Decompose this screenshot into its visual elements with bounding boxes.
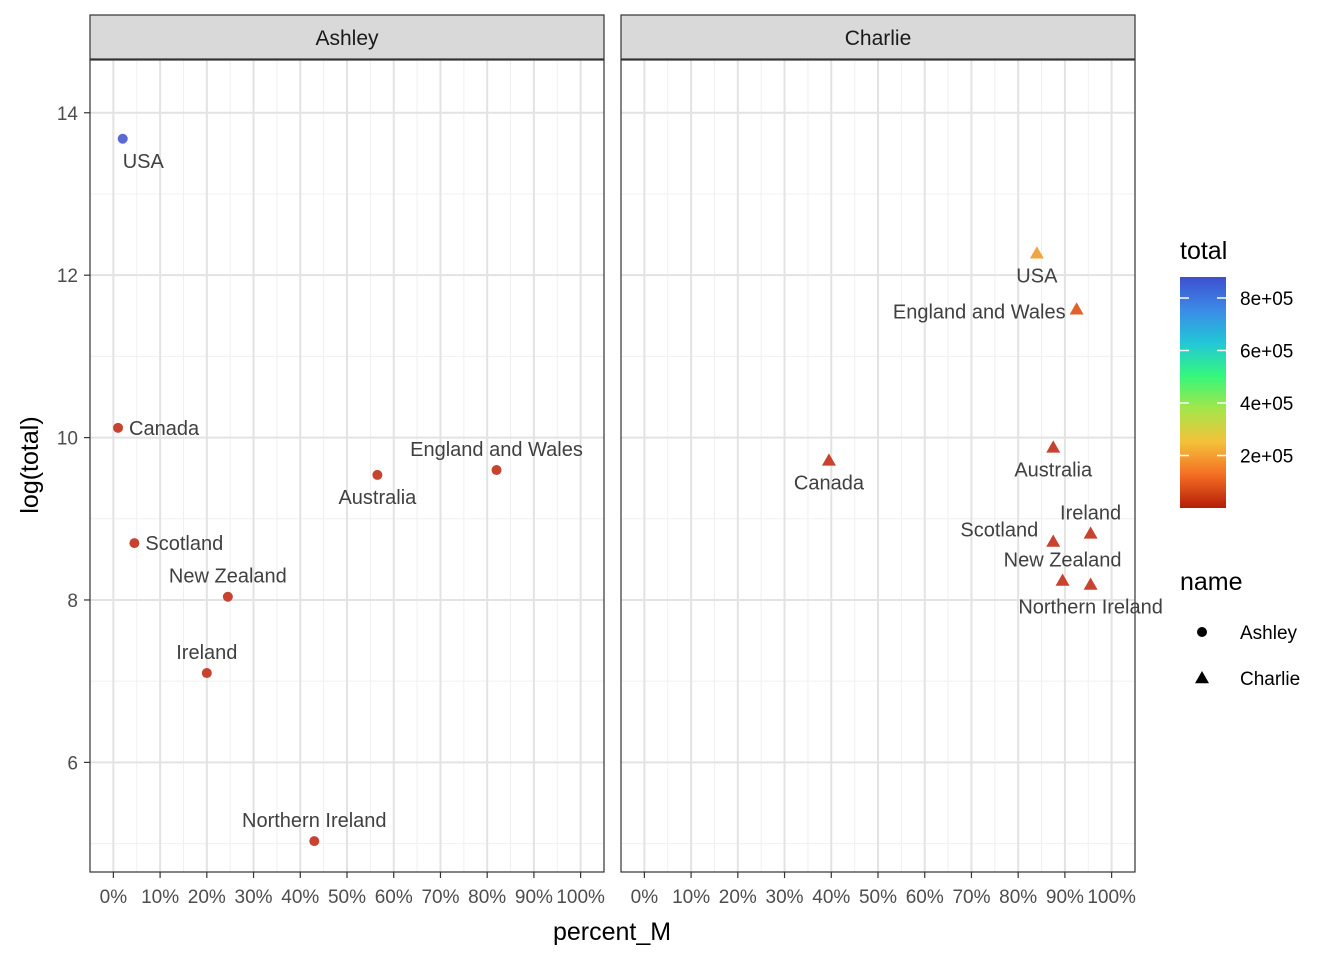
y-tick-label: 14 <box>57 104 79 125</box>
x-tick-label: 90% <box>1046 887 1084 908</box>
facet-strip-label: Charlie <box>845 27 912 50</box>
data-points: USA Canada England and Wales Australia Scotl… <box>113 133 583 847</box>
facet-panel-ashley: Ashley 0% 10% 20% 30% 40% 50% 60% 70% 80% 90% 100% 6… <box>57 14 605 908</box>
x-axis-title: percent_M <box>553 918 671 946</box>
y-tick-label: 12 <box>57 266 78 287</box>
colorbar-label: 8e+05 <box>1240 289 1293 310</box>
data-point-label: Canada <box>794 472 865 494</box>
data-point <box>1083 577 1098 590</box>
data-point-label: New Zealand <box>169 566 287 588</box>
x-tick-label: 60% <box>375 887 413 908</box>
circle-key <box>1197 627 1207 637</box>
x-tick-label: 70% <box>952 887 990 908</box>
data-point <box>113 422 124 433</box>
data-point <box>201 668 212 679</box>
data-point <box>1083 526 1098 539</box>
data-point-label: Ireland <box>176 642 237 664</box>
y-axis-ticks: 6 8 10 12 14 <box>57 104 90 774</box>
data-point <box>222 591 233 602</box>
facet-strip <box>89 14 605 60</box>
data-points: USA England and Wales Canada Australia Irela… <box>794 246 1163 619</box>
data-point-label: New Zealand <box>1004 549 1122 571</box>
x-axis-ticks: 0% 10% 20% 30% 40% 50% 60% 70% 80% 90% 100% <box>631 872 1136 908</box>
shape-legend-item-charlie: Charlie <box>1195 669 1300 690</box>
facet-panel-charlie: Charlie 0% 10% 20% 30% 40% 50% 60% 70% 80% 90% 100%… <box>620 14 1163 908</box>
data-point <box>1055 573 1070 586</box>
x-tick-label: 20% <box>188 887 226 908</box>
x-tick-label: 70% <box>421 887 459 908</box>
y-tick-label: 10 <box>57 429 78 450</box>
data-point <box>1069 302 1084 315</box>
shape-legend-item-ashley: Ashley <box>1197 623 1298 644</box>
colorbar-ticks: 2e+05 4e+05 6e+05 8e+05 <box>1180 289 1293 468</box>
data-point <box>491 465 502 476</box>
colorbar-label: 4e+05 <box>1240 394 1293 415</box>
colorbar-label: 2e+05 <box>1240 447 1293 468</box>
shape-legend-title: name <box>1180 568 1243 596</box>
shape-legend-items: Ashley Charlie <box>1195 623 1300 690</box>
x-tick-label: 30% <box>235 887 273 908</box>
gridlines <box>90 60 604 872</box>
data-point-label: USA <box>123 151 165 173</box>
x-tick-label: 20% <box>719 887 757 908</box>
data-point <box>309 836 320 847</box>
data-point <box>1029 246 1044 259</box>
data-point-label: Ireland <box>1060 502 1121 524</box>
x-tick-label: 0% <box>631 887 659 908</box>
facet-strip <box>620 14 1136 60</box>
gridlines <box>621 60 1135 872</box>
color-legend: total 2e+05 4e+05 6e+05 8e+05 <box>1180 237 1293 508</box>
x-tick-label: 40% <box>812 887 850 908</box>
data-point-label: England and Wales <box>893 301 1066 323</box>
data-point <box>1046 440 1061 453</box>
shape-legend-label: Ashley <box>1240 623 1298 644</box>
data-point-label: Northern Ireland <box>1018 597 1163 619</box>
x-tick-label: 100% <box>1087 887 1136 908</box>
data-point-label: Australia <box>338 487 417 509</box>
x-tick-label: 10% <box>672 887 710 908</box>
data-point <box>129 538 140 549</box>
y-tick-label: 6 <box>67 753 78 774</box>
shape-legend: name Ashley Charlie <box>1180 568 1300 690</box>
data-point <box>821 453 836 466</box>
x-axis-ticks: 0% 10% 20% 30% 40% 50% 60% 70% 80% 90% 100% <box>100 872 605 908</box>
y-axis-title: log(total) <box>16 416 44 513</box>
colorbar <box>1180 277 1226 508</box>
x-tick-label: 100% <box>556 887 605 908</box>
data-point-label: Scotland <box>145 533 223 555</box>
x-tick-label: 60% <box>906 887 944 908</box>
data-point-label: Northern Ireland <box>242 810 387 832</box>
data-point-label: England and Wales <box>410 439 583 461</box>
triangle-key <box>1195 671 1209 684</box>
x-tick-label: 50% <box>328 887 366 908</box>
x-tick-label: 30% <box>766 887 804 908</box>
data-point-label: Canada <box>129 418 200 440</box>
x-tick-label: 10% <box>141 887 179 908</box>
x-tick-label: 80% <box>468 887 506 908</box>
x-tick-label: 90% <box>515 887 553 908</box>
facet-strip-label: Ashley <box>315 27 379 50</box>
data-point-label: Scotland <box>960 520 1038 542</box>
y-tick-label: 8 <box>67 591 78 612</box>
data-point <box>1046 534 1061 547</box>
colorbar-label: 6e+05 <box>1240 342 1293 363</box>
x-tick-label: 0% <box>100 887 128 908</box>
data-point <box>372 469 383 480</box>
x-tick-label: 80% <box>999 887 1037 908</box>
x-tick-label: 40% <box>281 887 319 908</box>
data-point-label: USA <box>1016 265 1058 287</box>
color-legend-title: total <box>1180 237 1227 265</box>
data-point-label: Australia <box>1014 459 1093 481</box>
shape-legend-label: Charlie <box>1240 669 1300 690</box>
data-point <box>117 133 128 144</box>
x-tick-label: 50% <box>859 887 897 908</box>
